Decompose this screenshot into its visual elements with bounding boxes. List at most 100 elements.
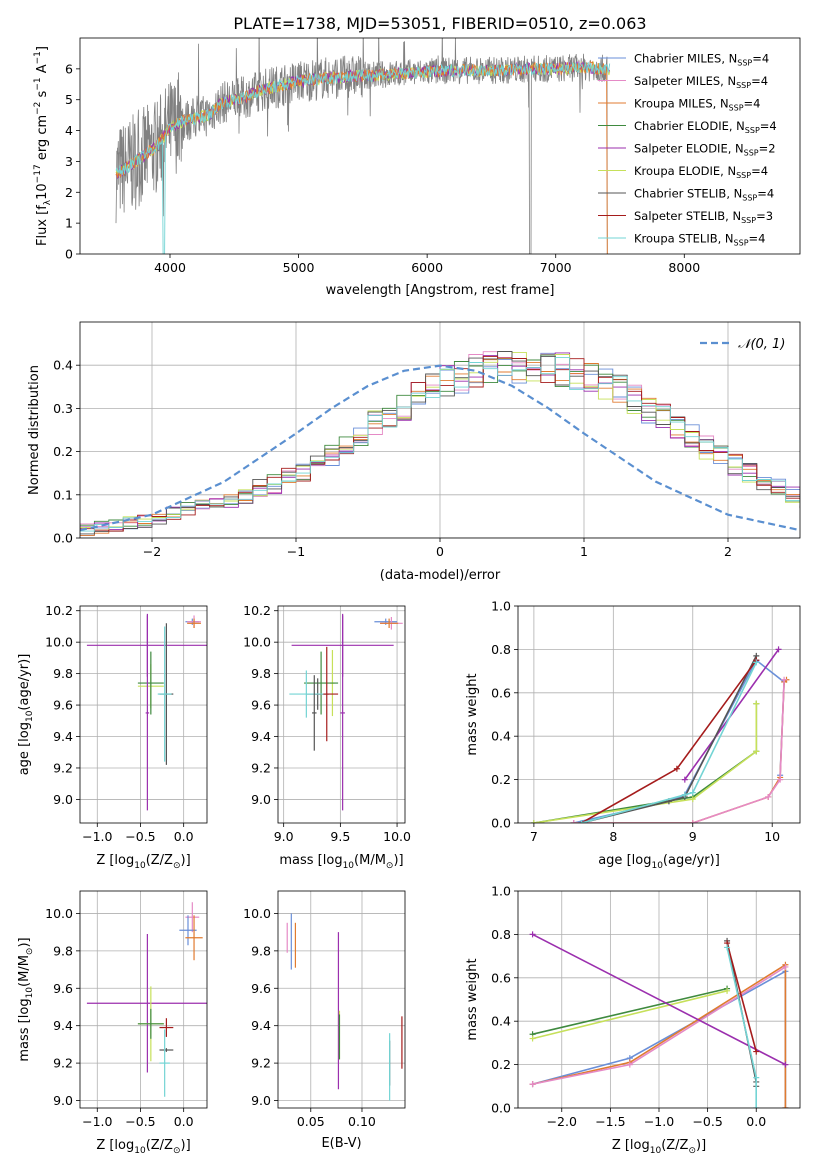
legend-entry: Chabrier MILES, NSSP=4	[634, 52, 769, 68]
x-tick-label: 2	[724, 544, 732, 559]
marker-krou_stelib	[578, 820, 585, 823]
marker-salp_miles	[782, 963, 789, 970]
series-krou_elodie	[533, 703, 758, 823]
marker-krou_elodie	[529, 1035, 536, 1042]
marker-krou_stelib	[724, 944, 731, 951]
x-tick-label: 7000	[540, 260, 572, 275]
x-tick-label: 8	[609, 829, 617, 844]
series-chab_stelib	[581, 655, 758, 823]
x-tick-label: 10.0	[383, 829, 411, 844]
x-tick-label: −1	[287, 544, 305, 559]
axes-frame	[277, 605, 406, 824]
y-tick-label: 9.4	[251, 729, 271, 744]
marker-salp_elodie	[681, 776, 688, 783]
plot-area	[518, 891, 800, 1108]
y-tick-label: 9.0	[251, 792, 271, 807]
y-tick-label: 5	[65, 92, 73, 107]
spectrum-model-krou_stelib	[115, 61, 611, 254]
marker-krou_elodie	[753, 700, 760, 707]
y-tick-label: 10.0	[243, 635, 271, 650]
marker-salp_elodie	[775, 646, 782, 653]
marker-salp_miles	[529, 1081, 536, 1088]
plot-area	[80, 891, 207, 1108]
y-tick-label: 9.6	[53, 981, 73, 996]
y-tick-label: 10.0	[243, 906, 271, 921]
y-tick-label: 9.8	[53, 943, 73, 958]
axes-frame	[277, 890, 406, 1109]
x-tick-label: 6000	[411, 260, 443, 275]
marker-krou_stelib	[681, 791, 688, 798]
axes-frame	[79, 321, 801, 539]
x-tick-label: 7	[530, 829, 538, 844]
axes-frame	[79, 890, 208, 1109]
series-chab_elodie	[532, 987, 728, 1035]
x-tick-label: −2	[143, 544, 161, 559]
y-axis-label: mass weight	[465, 673, 480, 755]
y-tick-label: 0.8	[491, 642, 511, 657]
hist-salp_elodie	[80, 352, 800, 531]
legend-entry: Salpeter ELODIE, NSSP=2	[634, 142, 776, 158]
y-tick-label: 0.6	[491, 970, 511, 985]
marker-krou_stelib	[753, 659, 760, 666]
y-tick-label: 0.0	[53, 531, 73, 546]
spectrum-data	[115, 38, 608, 254]
marker-krou_miles	[782, 1105, 789, 1108]
panels: 4000 5000 6000 7000 8000 0 1 2 3 4 5 6 wavelength [A…	[17, 37, 801, 1156]
legend-entry: Kroupa ELODIE, NSSP=4	[634, 164, 768, 180]
x-axis-label: wavelength [Angstrom, rest frame]	[326, 283, 555, 298]
plot-area	[115, 38, 611, 254]
series-krou_elodie	[532, 990, 728, 1040]
y-tick-label: 9.8	[251, 943, 271, 958]
x-axis-label: Z [log10(Z/Z⊙)]	[612, 1138, 706, 1156]
y-axis-label: Normed distribution	[27, 365, 42, 495]
y-tick-label: 9.8	[251, 666, 271, 681]
legend-entry: Kroupa STELIB, NSSP=4	[634, 232, 765, 248]
y-tick-label: 9.2	[251, 760, 271, 775]
marker-krou_stelib	[753, 1074, 760, 1081]
legend-entry: Salpeter STELIB, NSSP=3	[634, 209, 773, 225]
y-tick-label: 9.8	[53, 666, 73, 681]
marker-krou_elodie	[530, 820, 537, 823]
marker-salp_stelib	[673, 765, 680, 772]
legend-entry: Salpeter MILES, NSSP=4	[634, 74, 768, 90]
x-axis-label: E(B-V)	[321, 1136, 361, 1151]
x-tick-label: −1.0	[82, 829, 112, 844]
y-tick-label: 9.6	[251, 698, 271, 713]
marker-salp_stelib	[753, 1048, 760, 1055]
y-tick-label: 0.4	[491, 1014, 511, 1029]
y-tick-label: 0.0	[491, 1101, 511, 1116]
y-tick-label: 0.0	[491, 816, 511, 831]
legend-entry: Chabrier ELODIE, NSSP=4	[634, 119, 777, 135]
y-tick-label: 3	[65, 154, 73, 169]
x-tick-label: −1.0	[644, 1114, 674, 1129]
plot-area	[278, 606, 405, 823]
y-tick-label: 0.3	[53, 401, 73, 416]
hist-krou_elodie	[80, 351, 800, 531]
axes-frame	[517, 605, 801, 824]
y-tick-label: 0.4	[53, 358, 73, 373]
y-tick-label: 1.0	[491, 884, 511, 899]
x-axis-label: age [log10(age/yr)]	[598, 853, 720, 871]
x-axis-label: (data-model)/error	[380, 568, 501, 583]
plot-area	[80, 606, 207, 823]
legend-entry: Kroupa MILES, NSSP=4	[634, 97, 760, 113]
x-tick-label: 9	[689, 829, 697, 844]
x-tick-label: −2.0	[547, 1114, 577, 1129]
x-tick-label: 0	[436, 544, 444, 559]
y-tick-label: 0.1	[53, 487, 73, 502]
y-tick-label: 10.2	[45, 603, 73, 618]
y-tick-label: 0.2	[491, 1057, 511, 1072]
x-tick-label: 0.10	[348, 1114, 376, 1129]
hist-chab_stelib	[80, 351, 800, 535]
marker-krou_elodie	[724, 987, 731, 994]
y-tick-label: 9.6	[251, 981, 271, 996]
y-tick-label: 9.2	[251, 1056, 271, 1071]
x-tick-label: −0.5	[125, 829, 155, 844]
y-tick-label: 2	[65, 185, 73, 200]
marker-krou_elodie	[753, 748, 760, 755]
x-tick-label: 0.0	[174, 829, 194, 844]
x-tick-label: 9.0	[274, 829, 294, 844]
y-tick-label: 6	[65, 61, 73, 76]
x-tick-label: 1	[580, 544, 588, 559]
panel-massweight_vs_Z: −2.0 −1.5 −1.0 −0.5 0.0 0.0 0.2 0.4 0.6 0.8 1.0 Z […	[465, 884, 801, 1156]
